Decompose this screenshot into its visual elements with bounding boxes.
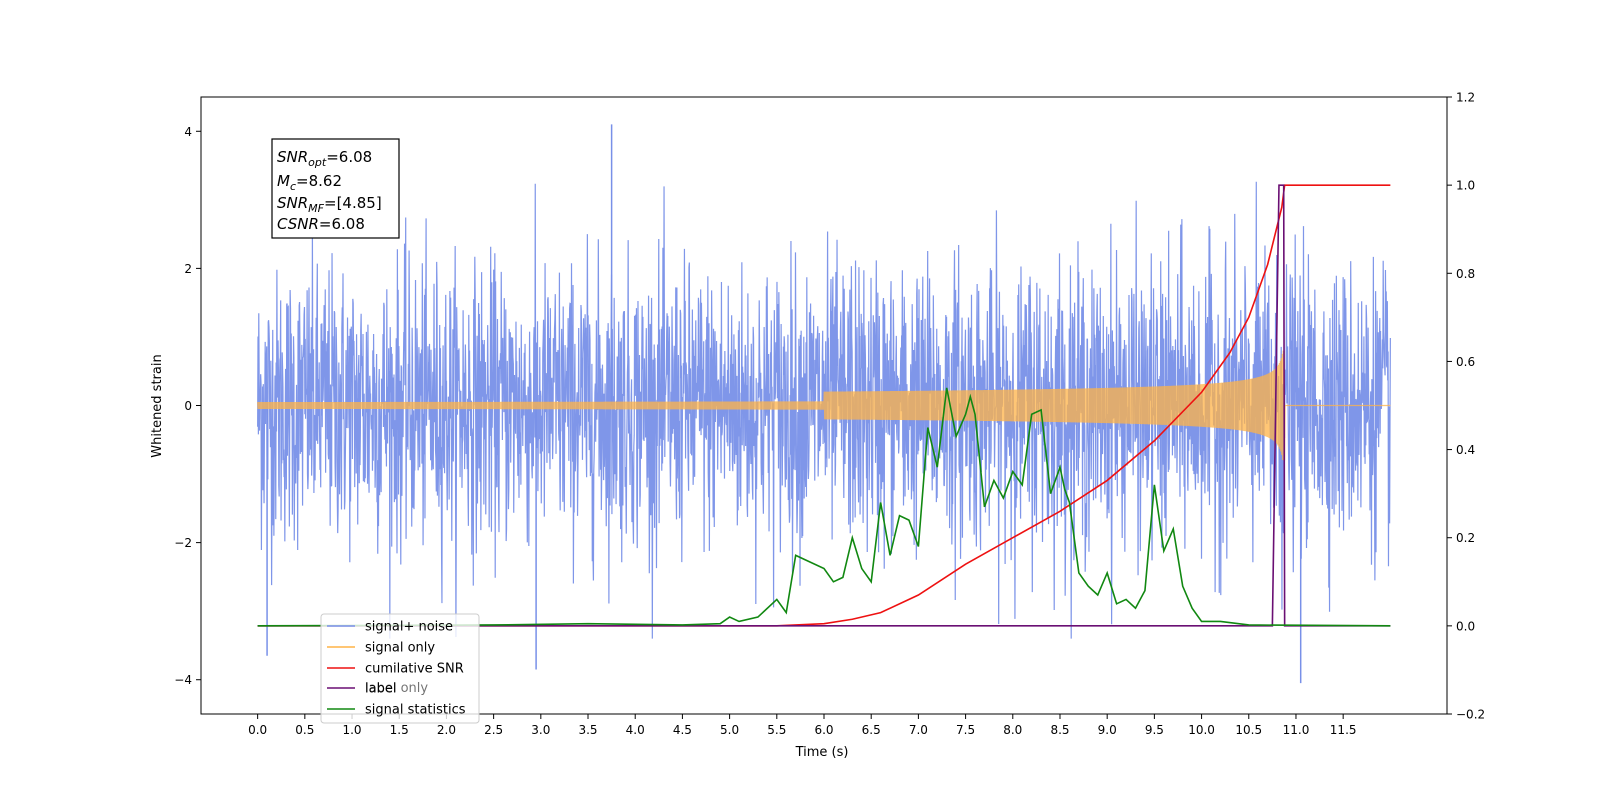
x-tick-label: 7.5 bbox=[956, 723, 975, 737]
left-y-tick-label: 4 bbox=[184, 125, 192, 139]
left-y-tick-label: 2 bbox=[184, 262, 192, 276]
x-tick-label: 5.5 bbox=[767, 723, 786, 737]
legend-entry-signal-only: signal only bbox=[327, 641, 435, 656]
right-y-axis-ticks: 1.2 1.0 0.8 0.6 0.4 0.2 0.0 −0.2 bbox=[1447, 91, 1485, 722]
signal-only-trace bbox=[257, 350, 1391, 461]
x-tick-label: 6.0 bbox=[814, 723, 833, 737]
right-y-tick-label: 1.2 bbox=[1456, 91, 1475, 105]
x-tick-label: 3.5 bbox=[578, 723, 597, 737]
x-tick-label: 1.0 bbox=[342, 723, 361, 737]
legend-entry-signal-statistics: signal statistics bbox=[327, 703, 466, 718]
x-tick-label: 11.5 bbox=[1330, 723, 1357, 737]
x-tick-label: 8.5 bbox=[1050, 723, 1069, 737]
right-y-tick-label: −0.2 bbox=[1456, 708, 1485, 722]
x-tick-label: 10.5 bbox=[1235, 723, 1262, 737]
x-tick-label: 5.0 bbox=[720, 723, 739, 737]
x-tick-label: 7.0 bbox=[909, 723, 928, 737]
x-axis-ticks: 0.0 0.5 1.0 1.5 2.0 2.5 3.0 3.5 4.0 4.5 5.0 5.5 6.0 6… bbox=[248, 714, 1357, 737]
right-y-tick-label: 1.0 bbox=[1456, 179, 1475, 193]
legend-label-cumulative-snr: cumilative SNR bbox=[365, 662, 464, 677]
signal-only-series bbox=[257, 350, 1391, 461]
legend-label-signal-noise: signal+ noise bbox=[365, 620, 453, 635]
left-y-tick-label: −4 bbox=[174, 673, 192, 687]
x-tick-label: 4.0 bbox=[626, 723, 645, 737]
plot-area bbox=[257, 124, 1391, 684]
x-tick-label: 4.5 bbox=[673, 723, 692, 737]
x-tick-label: 6.5 bbox=[862, 723, 881, 737]
x-tick-label: 1.5 bbox=[390, 723, 409, 737]
right-y-tick-label: 0.6 bbox=[1456, 355, 1475, 369]
x-tick-label: 9.0 bbox=[1098, 723, 1117, 737]
x-tick-label: 2.0 bbox=[437, 723, 456, 737]
left-y-axis-ticks: 4 2 0 −2 −4 bbox=[174, 125, 201, 687]
signal-statistics-line bbox=[257, 387, 1391, 627]
right-y-tick-label: 0.4 bbox=[1456, 443, 1475, 457]
legend-entry-label: label bbox=[327, 682, 396, 697]
x-tick-label: 11.0 bbox=[1283, 723, 1310, 737]
legend-label-signal-statistics: signal statistics bbox=[365, 703, 466, 718]
legend-entry-cumulative-snr: cumilative SNR bbox=[327, 662, 464, 677]
annotation-snr-mf: SNRMF=[4.85] bbox=[277, 194, 382, 215]
x-axis-label: Time (s) bbox=[795, 745, 849, 760]
cumulative-snr-line bbox=[257, 184, 1391, 627]
x-tick-label: 9.5 bbox=[1145, 723, 1164, 737]
right-y-tick-label: 0.0 bbox=[1456, 619, 1475, 633]
left-y-tick-label: 0 bbox=[184, 399, 192, 413]
right-y-tick-label: 0.8 bbox=[1456, 267, 1475, 281]
x-tick-label: 0.0 bbox=[248, 723, 267, 737]
x-tick-label: 2.5 bbox=[484, 723, 503, 737]
x-tick-label: 3.0 bbox=[531, 723, 550, 737]
legend: label only signal+ noise signal only cum… bbox=[320, 613, 480, 724]
legend-entry-signal-noise: signal+ noise bbox=[327, 620, 453, 635]
snr-annotation-box: SNRopt=6.08 Mc=8.62 SNRMF=[4.85] CSNR=6.… bbox=[271, 138, 400, 239]
y-axis-label: Whitened strain bbox=[150, 354, 165, 457]
legend-label-signal-only: signal only bbox=[365, 641, 435, 656]
right-y-tick-label: 0.2 bbox=[1456, 531, 1475, 545]
left-y-tick-label: −2 bbox=[174, 536, 192, 550]
annotation-csnr: CSNR=6.08 bbox=[277, 215, 365, 233]
annotation-snr-opt: SNRopt=6.08 bbox=[277, 148, 372, 169]
legend-frame bbox=[320, 613, 480, 724]
x-tick-label: 0.5 bbox=[295, 723, 314, 737]
annotation-mc: Mc=8.62 bbox=[277, 172, 342, 193]
annotation-frame bbox=[271, 138, 400, 239]
legend-label-label: label bbox=[365, 682, 396, 697]
legend-overlap-text: label only bbox=[365, 681, 428, 696]
x-tick-label: 10.0 bbox=[1188, 723, 1215, 737]
x-tick-label: 8.0 bbox=[1003, 723, 1022, 737]
